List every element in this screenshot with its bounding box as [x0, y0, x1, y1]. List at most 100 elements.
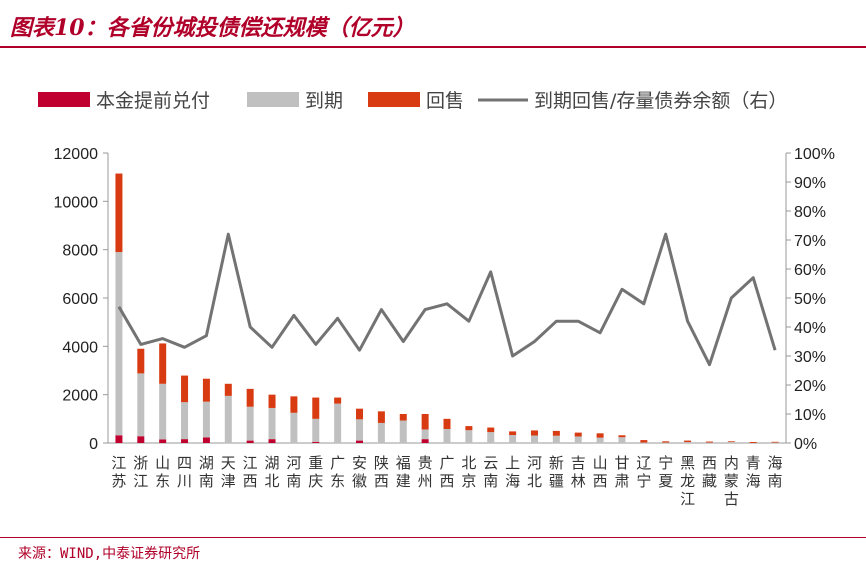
category-label: 湖南 — [199, 454, 214, 490]
bar-segment — [399, 420, 407, 443]
bar-segment — [115, 173, 123, 253]
right-tick-label: 40% — [794, 320, 826, 337]
legend-label: 到期回售/存量债券余额（右） — [534, 90, 787, 112]
bar-segment — [727, 442, 735, 443]
bar-segment — [443, 428, 451, 443]
bar-segment — [487, 427, 495, 433]
bar-segment — [377, 422, 385, 443]
bar-segment — [684, 440, 692, 443]
bar-segment — [727, 441, 735, 443]
bar-segment — [137, 348, 145, 374]
bar-segment — [574, 432, 582, 437]
category-label: 云南 — [483, 454, 498, 490]
bar-segment — [705, 441, 713, 443]
legend-label: 回售 — [426, 90, 464, 112]
left-tick-label: 12000 — [54, 146, 99, 163]
bar-segment — [181, 439, 189, 443]
bar-segment — [356, 408, 364, 420]
bar-segment — [159, 439, 167, 443]
category-label: 陕西 — [374, 454, 389, 490]
bar-segment — [202, 401, 210, 438]
bar-segment — [115, 252, 123, 436]
ratio-line — [117, 232, 777, 367]
bar-segment — [137, 436, 145, 443]
bar-segment — [552, 435, 560, 443]
bar-segment — [202, 378, 210, 402]
bar-segment — [181, 402, 189, 440]
category-label: 湖北 — [265, 454, 280, 490]
bar-segment — [749, 442, 757, 443]
category-label: 天津 — [221, 454, 236, 490]
left-tick-label: 0 — [89, 436, 98, 453]
bars — [115, 173, 779, 443]
ratio-line-group — [117, 232, 777, 367]
category-label: 江苏 — [111, 454, 126, 490]
bar-segment — [640, 440, 648, 443]
bar-segment — [312, 441, 320, 443]
category-label: 上海 — [505, 454, 520, 490]
bar-segment — [159, 383, 167, 440]
right-tick-label: 60% — [794, 262, 826, 279]
bar-segment — [421, 439, 429, 443]
bar-segment — [356, 440, 364, 443]
category-label: 北京 — [461, 454, 476, 490]
category-label: 辽宁 — [636, 454, 651, 490]
right-tick-label: 100% — [794, 146, 835, 163]
bar-segment — [377, 411, 385, 423]
footer-divider — [0, 537, 866, 538]
legend: 本金提前兑付 到期 回售 到期回售/存量债券余额（右） — [38, 90, 787, 112]
bar-segment — [618, 437, 626, 443]
bar-segment — [268, 407, 276, 440]
legend-swatch — [368, 92, 420, 107]
bar-segment — [552, 430, 560, 436]
bar-segment — [530, 430, 538, 436]
bar-segment — [312, 418, 320, 442]
category-label: 福建 — [396, 454, 411, 490]
category-label: 青海 — [746, 454, 761, 490]
category-label: 内蒙古 — [724, 454, 739, 508]
bar-segment — [159, 343, 167, 384]
category-label: 四川 — [177, 454, 192, 490]
bar-segment — [312, 397, 320, 419]
bar-segment — [356, 419, 364, 441]
bar-segment — [771, 441, 779, 443]
bar-segment — [662, 441, 670, 443]
bar-segment — [115, 435, 123, 443]
bar-segment — [509, 431, 517, 436]
category-label: 海南 — [768, 454, 783, 490]
right-tick-label: 10% — [794, 407, 826, 424]
chart-title: 图表10：各省份城投债偿还规模（亿元） — [10, 15, 415, 41]
bar-segment — [399, 414, 407, 421]
bar-segment — [421, 429, 429, 440]
title-divider — [0, 46, 866, 48]
bar-segment — [246, 440, 254, 443]
bar-segment — [421, 414, 429, 430]
bar-segment — [443, 418, 451, 429]
bar-segment — [574, 436, 582, 443]
right-tick-label: 80% — [794, 204, 826, 221]
bar-segment — [202, 437, 210, 443]
category-label: 黑龙江 — [680, 454, 695, 508]
bar-segment — [334, 403, 342, 443]
bar-segment — [618, 435, 626, 438]
bar-segment — [246, 406, 254, 441]
category-label: 宁夏 — [658, 454, 673, 490]
left-tick-label: 2000 — [62, 388, 98, 405]
right-tick-label: 50% — [794, 291, 826, 308]
category-label: 浙江 — [133, 454, 148, 490]
right-tick-label: 20% — [794, 378, 826, 395]
bar-segment — [596, 437, 604, 443]
category-label: 贵州 — [418, 454, 433, 490]
source-note: 来源：WIND,中泰证券研究所 — [18, 546, 201, 562]
bar-segment — [334, 397, 342, 404]
category-label: 新疆 — [549, 454, 564, 490]
category-label: 西藏 — [702, 454, 717, 490]
axes: 0 2000 4000 6000 8000 10000 12000 0% 10% 20% 30% 40… — [54, 146, 835, 453]
category-label: 安徽 — [352, 454, 367, 490]
right-tick-label: 0% — [794, 436, 817, 453]
bar-segment — [465, 426, 473, 431]
left-tick-label: 6000 — [62, 291, 98, 308]
legend-swatch — [38, 92, 90, 107]
legend-label: 本金提前兑付 — [96, 90, 210, 112]
bar-segment — [224, 383, 232, 396]
